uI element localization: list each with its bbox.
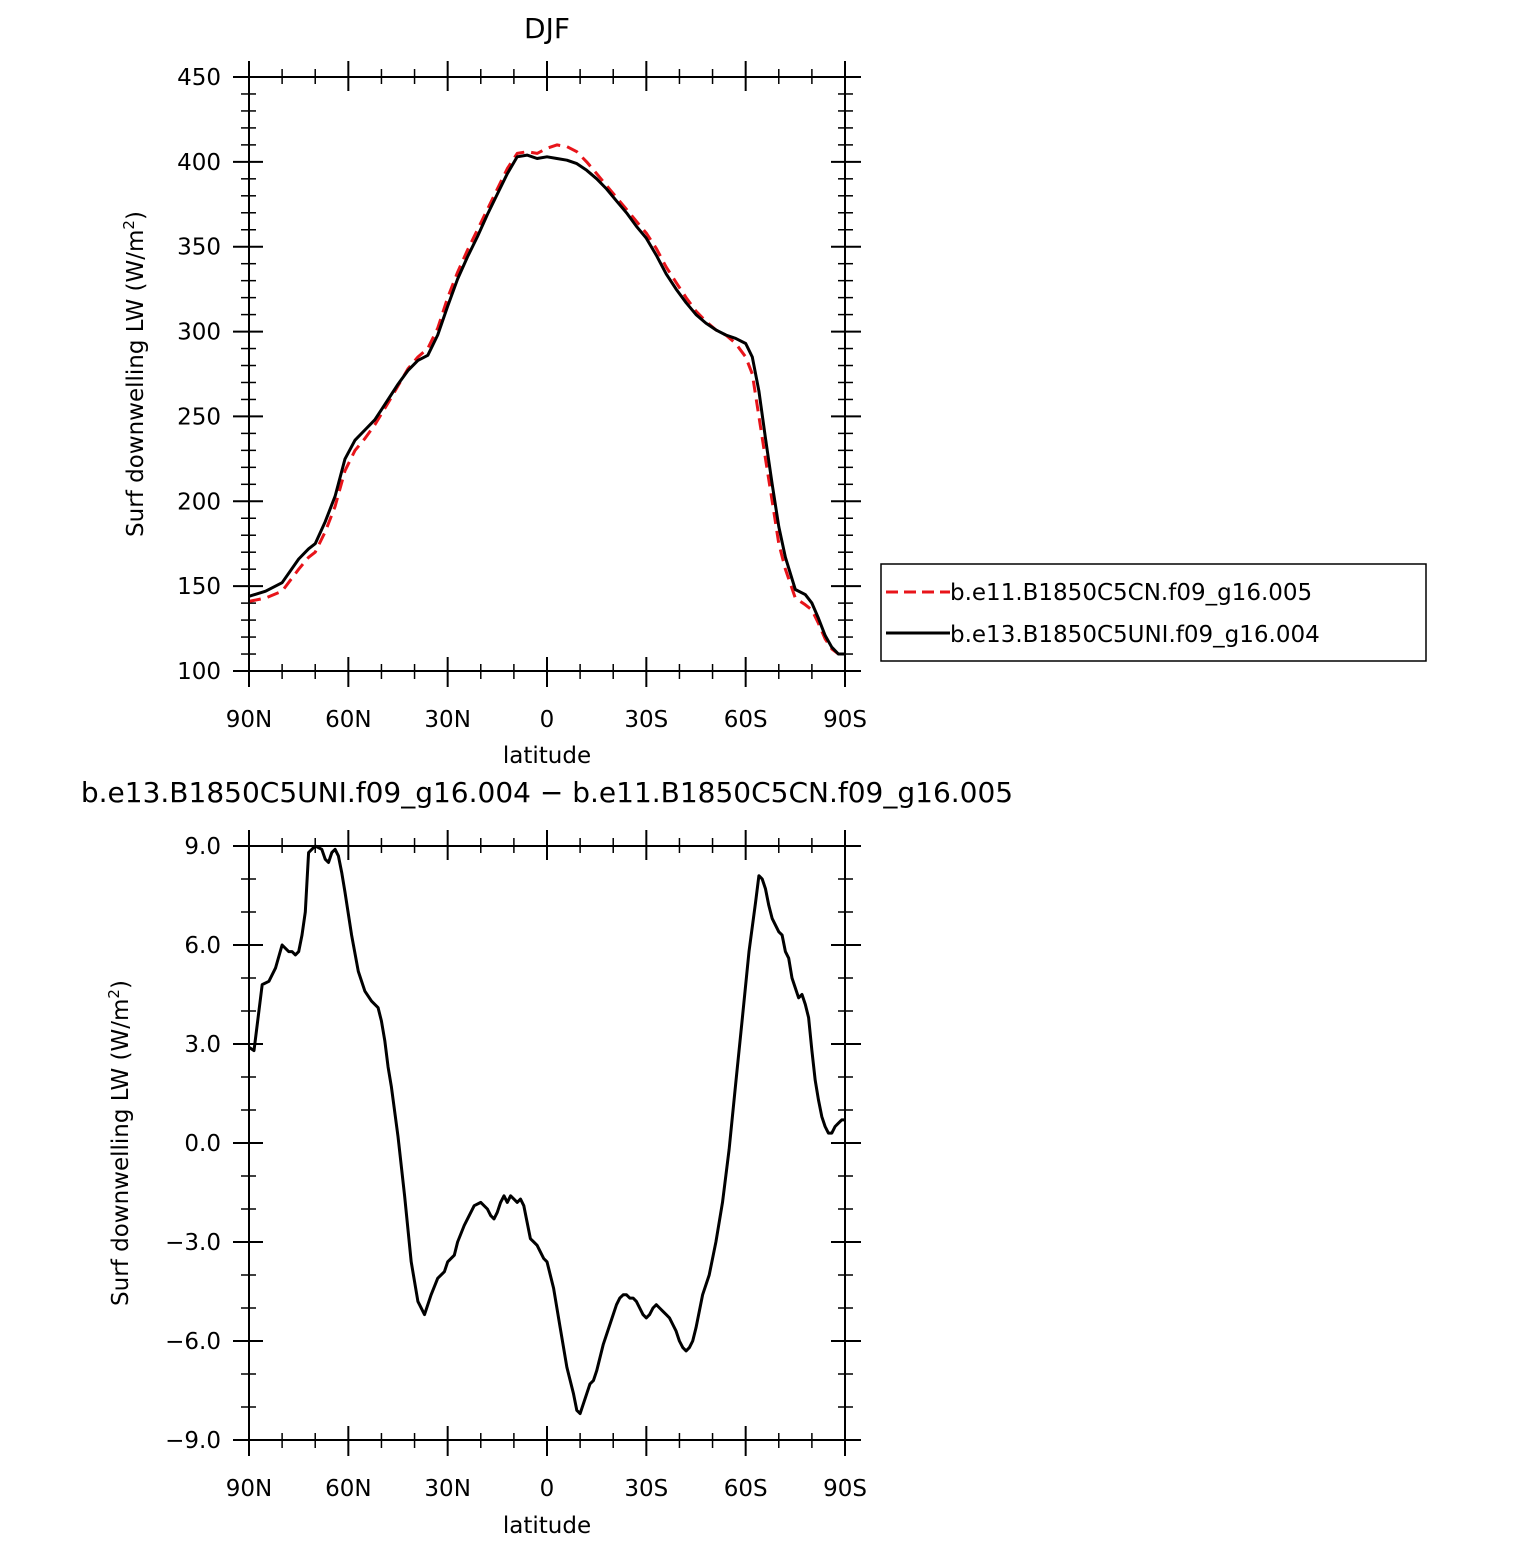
y-tick-label: 250 xyxy=(177,404,221,430)
bottom-panel-y-axis-label-main: Surf downwelling LW (W/m xyxy=(108,999,134,1306)
bottom-panel-frame xyxy=(248,845,846,1441)
x-tick-label: 90S xyxy=(823,1476,867,1502)
top-panel-series-lines xyxy=(248,143,845,656)
x-tick-label: 30N xyxy=(424,707,470,733)
legend-box xyxy=(880,563,1427,662)
y-tick-label: 150 xyxy=(177,574,221,600)
top-panel-axes: 100 150 200 250 300 350 400 450 90N 60N 30N 0 30S 60S… xyxy=(177,61,867,733)
y-tick-label: 300 xyxy=(177,320,221,346)
legend-label-series-1: b.e11.B1850C5CN.f09_g16.005 xyxy=(950,580,1312,606)
top-panel-frame xyxy=(248,76,846,672)
series-line-1 xyxy=(248,844,845,1416)
y-tick-label: 450 xyxy=(177,65,221,91)
top-panel-title: DJF xyxy=(524,12,570,45)
x-tick-label: 0 xyxy=(540,707,555,733)
x-tick-label: 30S xyxy=(624,1476,668,1502)
bottom-panel-y-axis-label-sup: 2 xyxy=(105,989,123,999)
bottom-panel-series-lines xyxy=(248,844,845,1416)
top-panel-y-axis-label-sup: 2 xyxy=(120,220,138,230)
y-tick-label: −6.0 xyxy=(165,1329,221,1355)
bottom-panel-x-axis-label: latitude xyxy=(503,1513,591,1539)
x-tick-label: 90N xyxy=(226,1476,272,1502)
series-line-2 xyxy=(248,153,845,656)
bottom-panel-title: b.e13.B1850C5UNI.f09_g16.004 − b.e11.B18… xyxy=(81,776,1013,809)
top-panel-y-axis-label-main: Surf downwelling LW (W/m xyxy=(123,230,149,537)
y-tick-label: −9.0 xyxy=(165,1428,221,1454)
y-tick-label: 200 xyxy=(177,489,221,515)
x-tick-label: 60S xyxy=(724,1476,768,1502)
y-tick-label: 6.0 xyxy=(184,933,221,959)
x-tick-label: 30N xyxy=(424,1476,470,1502)
x-tick-label: 90S xyxy=(823,707,867,733)
y-tick-label: 3.0 xyxy=(184,1032,221,1058)
series-line-1 xyxy=(248,143,845,656)
y-tick-label: 9.0 xyxy=(184,834,221,860)
y-tick-label: 0.0 xyxy=(184,1131,221,1157)
x-tick-label: 60S xyxy=(724,707,768,733)
bottom-panel: b.e13.B1850C5UNI.f09_g16.004 − b.e11.B18… xyxy=(81,776,1013,1539)
x-tick-label: 90N xyxy=(226,707,272,733)
bottom-panel-y-axis-label: Surf downwelling LW (W/m2) xyxy=(105,980,134,1306)
legend: b.e11.B1850C5CN.f09_g16.005 b.e13.B1850C… xyxy=(880,563,1427,662)
y-tick-label: 400 xyxy=(177,150,221,176)
legend-label-series-2: b.e13.B1850C5UNI.f09_g16.004 xyxy=(950,622,1320,648)
bottom-panel-axes: −9.0 −6.0 −3.0 0.0 3.0 6.0 9.0 90N 60N 30N 0 30S 60S… xyxy=(165,830,867,1502)
y-tick-label: 100 xyxy=(177,659,221,685)
y-tick-label: −3.0 xyxy=(165,1230,221,1256)
top-panel: DJF 100 150 200 250 300 350 400 450 90N 60N 30N 0 30… xyxy=(120,12,1427,769)
top-panel-y-axis-label-end: ) xyxy=(123,211,149,220)
top-panel-y-axis-label: Surf downwelling LW (W/m2) xyxy=(120,211,149,537)
x-tick-label: 0 xyxy=(540,1476,555,1502)
top-panel-x-axis-label: latitude xyxy=(503,743,591,769)
y-tick-label: 350 xyxy=(177,235,221,261)
bottom-panel-y-axis-label-end: ) xyxy=(108,980,134,989)
x-tick-label: 30S xyxy=(624,707,668,733)
x-tick-label: 60N xyxy=(325,707,371,733)
x-tick-label: 60N xyxy=(325,1476,371,1502)
